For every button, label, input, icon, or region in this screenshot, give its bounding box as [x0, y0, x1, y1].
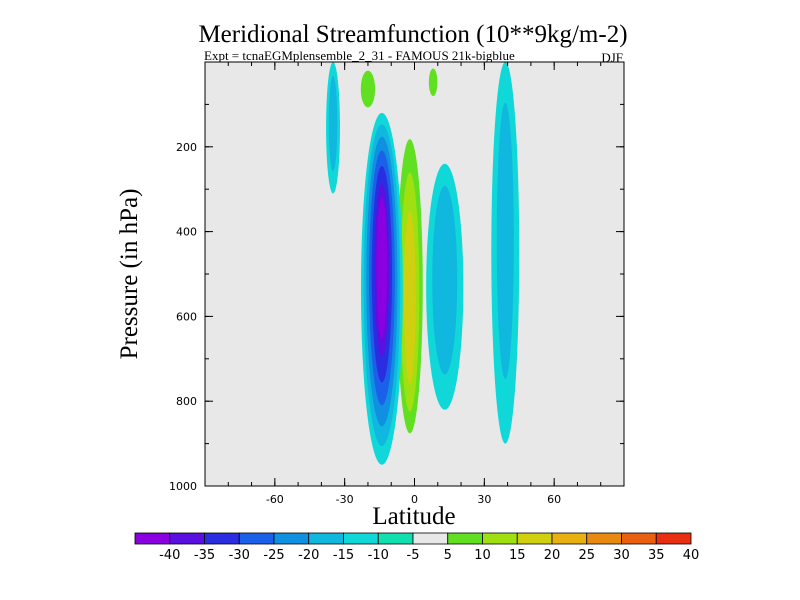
- colorbar-label: 15: [509, 548, 526, 563]
- colorbar-swatch: [238, 532, 275, 545]
- contour-band: [532, 168, 544, 397]
- y-tick-label: 600: [176, 310, 197, 323]
- colorbar-label: 35: [648, 548, 665, 563]
- x-tick-label: -30: [336, 493, 354, 506]
- colorbar-swatch: [204, 532, 240, 545]
- contour-northern-negative-cell: [426, 163, 464, 410]
- colorbar-label: 10: [474, 548, 491, 563]
- colorbar-label: -15: [333, 548, 354, 563]
- axis-ticks: [205, 62, 624, 487]
- y-tick-label: 400: [176, 226, 197, 239]
- colorbar-label: -40: [159, 548, 180, 563]
- colorbar-swatch: [273, 532, 310, 545]
- colorbar-swatch: [551, 532, 588, 545]
- x-tick-label: 0: [411, 493, 418, 506]
- colorbar-label: -25: [263, 548, 284, 563]
- contour-band: [328, 76, 338, 172]
- contour-upper-positive-north: [426, 62, 441, 101]
- contour-layer: [288, 62, 544, 465]
- contour-band: [376, 197, 388, 340]
- colorbar-swatch: [169, 532, 205, 545]
- colorbar-label: -30: [229, 548, 250, 563]
- y-tick-label: 1000: [169, 480, 197, 493]
- colorbar-label: 40: [683, 548, 700, 563]
- contour-band: [360, 70, 376, 108]
- colorbar-swatch: [412, 532, 449, 545]
- colorbar: -40 -35 -30 -25 -20 -15 -10 -5 5 10 15 20 25 30 35 40: [134, 532, 700, 563]
- colorbar-label: 20: [544, 548, 561, 563]
- colorbar-swatch: [482, 532, 518, 545]
- colorbar-swatch: [621, 532, 657, 545]
- colorbar-label: 25: [578, 548, 595, 563]
- contour-northern-positive-cell: [393, 108, 427, 453]
- y-axis-label: Pressure (in hPa): [116, 189, 143, 360]
- colorbar-swatch: [586, 532, 622, 545]
- colorbar-swatch: [655, 532, 692, 545]
- colorbar-swatch: [134, 532, 171, 545]
- contour-band: [404, 211, 416, 385]
- chart-title: Meridional Streamfunction (10**9kg/m-2): [198, 21, 627, 48]
- contour-ferrel-negative-jet: [491, 62, 520, 444]
- contour-band: [428, 68, 438, 97]
- colorbar-swatch: [447, 532, 483, 545]
- colorbar-label: -35: [194, 548, 215, 563]
- colorbar-swatch: [343, 532, 379, 545]
- colorbar-label: -20: [298, 548, 319, 563]
- y-tick-label: 200: [176, 141, 197, 154]
- contour-band: [349, 210, 354, 245]
- contour-southern-negative-cell: [360, 112, 403, 465]
- colorbar-swatch: [308, 532, 344, 545]
- axis-tick-labels: -60 -30 0 30 60 200 400 600 800 1000: [169, 141, 561, 506]
- colorbar-label: 5: [444, 548, 452, 563]
- colorbar-swatch: [377, 532, 414, 545]
- contour-band: [288, 62, 303, 130]
- contour-small-positive-blob: [349, 210, 354, 245]
- y-tick-label: 800: [176, 395, 197, 408]
- colorbar-label: 30: [613, 548, 630, 563]
- contour-upper-negative-south: [326, 62, 341, 194]
- x-axis-label: Latitude: [372, 503, 455, 530]
- colorbar-label: -5: [407, 548, 420, 563]
- season-label: DJF: [601, 50, 623, 65]
- x-tick-label: -60: [266, 493, 284, 506]
- x-tick-label: 30: [477, 493, 491, 506]
- contour-upper-positive-south: [356, 62, 380, 113]
- colorbar-swatch: [516, 532, 553, 545]
- chart-subtitle: Expt = tcnaEGMplensemble_2_31 - FAMOUS 2…: [204, 48, 515, 63]
- contour-high-lat-positive-north: [532, 168, 544, 397]
- x-tick-label: 60: [547, 493, 561, 506]
- contour-band: [432, 185, 458, 375]
- contour-polar-positive-south: [288, 62, 303, 130]
- colorbar-label: -10: [368, 548, 389, 563]
- contour-band: [496, 102, 514, 379]
